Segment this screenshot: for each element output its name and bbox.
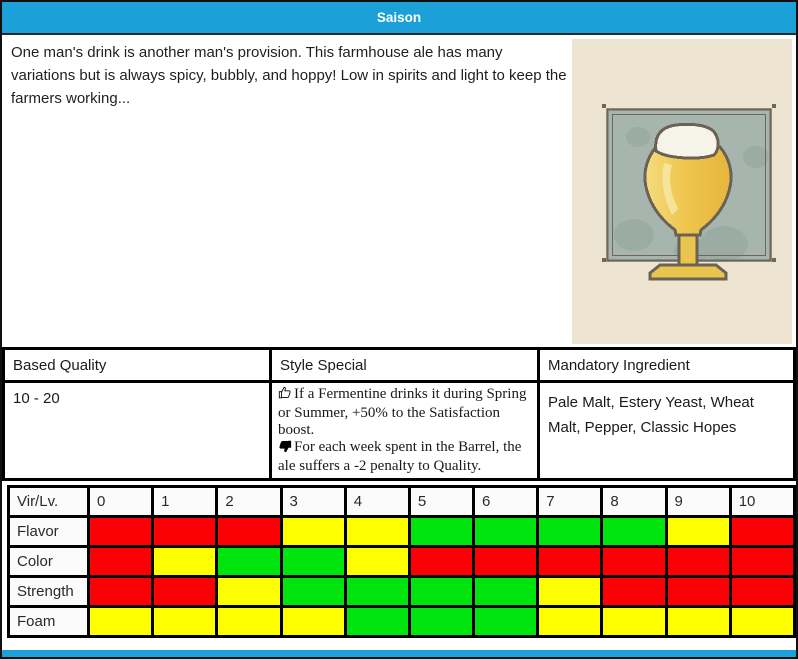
intro-section: One man's drink is another man's provisi… xyxy=(2,35,796,347)
virtue-cell-red xyxy=(86,515,155,548)
level-header-cell: 5 xyxy=(407,485,476,518)
level-header-cell: 1 xyxy=(151,485,219,518)
virtue-cell-yellow xyxy=(215,575,283,608)
virtue-cell-yellow xyxy=(536,605,604,638)
thumbs-up-icon xyxy=(278,386,292,405)
virtue-cell-green xyxy=(407,605,476,638)
header-based-quality: Based Quality xyxy=(2,347,272,383)
virtue-cell-green xyxy=(472,575,540,608)
mandatory-ingredient-value: Pale Malt, Estery Yeast, Wheat Malt, Pep… xyxy=(537,380,796,481)
virtue-cell-yellow xyxy=(600,605,668,638)
beer-glass-image xyxy=(572,39,792,344)
virtue-header-row: Vir/Lv. 0 1 2 3 4 5 6 7 8 9 10 xyxy=(7,485,796,518)
virtue-cell-yellow xyxy=(279,515,347,548)
virtue-cell-yellow xyxy=(664,605,732,638)
row-label-foam: Foam xyxy=(7,605,90,638)
title-bar: Saison xyxy=(2,2,796,33)
virtue-cell-red xyxy=(600,545,668,578)
virtue-cell-red xyxy=(407,545,476,578)
level-header-cell: 9 xyxy=(664,485,732,518)
virtue-cell-yellow xyxy=(728,605,796,638)
virtue-row-strength: Strength xyxy=(7,575,796,608)
virtue-cell-red xyxy=(215,515,283,548)
virtue-cell-green xyxy=(343,605,411,638)
row-label-flavor: Flavor xyxy=(7,515,90,548)
level-header-cell: 2 xyxy=(215,485,283,518)
beer-artwork xyxy=(572,39,792,344)
virtue-cell-green xyxy=(215,545,283,578)
virtue-cell-yellow xyxy=(664,515,732,548)
virtue-cell-red xyxy=(664,545,732,578)
virtue-cell-red xyxy=(86,575,155,608)
virtue-cell-green xyxy=(472,605,540,638)
virtue-cell-green xyxy=(407,575,476,608)
info-table: Based Quality Style Special Mandatory In… xyxy=(2,347,796,481)
virtue-cell-green xyxy=(343,575,411,608)
content-area: One man's drink is another man's provisi… xyxy=(2,33,796,650)
based-quality-value: 10 - 20 xyxy=(2,380,272,481)
virtue-cell-yellow xyxy=(279,605,347,638)
virtue-cell-red xyxy=(472,545,540,578)
info-table-body-row: 10 - 20 If a Fermentine drinks it during… xyxy=(2,380,796,481)
level-header-cell: 6 xyxy=(472,485,540,518)
header-mandatory-ingredient: Mandatory Ingredient xyxy=(537,347,796,383)
row-label-strength: Strength xyxy=(7,575,90,608)
description-text: One man's drink is another man's provisi… xyxy=(11,44,567,107)
level-header-cell: 8 xyxy=(600,485,668,518)
special-negative-line: For each week spent in the Barrel, the a… xyxy=(278,439,522,474)
virtue-cell-green xyxy=(472,515,540,548)
row-label-color: Color xyxy=(7,545,90,578)
virtue-cell-red xyxy=(536,545,604,578)
virtue-cell-red xyxy=(151,515,219,548)
level-header-cell: 4 xyxy=(343,485,411,518)
virtue-cell-red xyxy=(600,575,668,608)
virtue-cell-green xyxy=(279,545,347,578)
virtue-cell-red xyxy=(728,515,796,548)
virtue-cell-green xyxy=(407,515,476,548)
virtue-row-color: Color xyxy=(7,545,796,578)
virtue-cell-yellow xyxy=(343,545,411,578)
virtue-cell-yellow xyxy=(86,605,155,638)
virtue-cell-green xyxy=(600,515,668,548)
virtue-cell-red xyxy=(728,575,796,608)
virtue-row-flavor: Flavor xyxy=(7,515,796,548)
virtue-cell-yellow xyxy=(151,545,219,578)
header-style-special: Style Special xyxy=(269,347,540,383)
level-header-cell: 7 xyxy=(536,485,604,518)
info-table-header-row: Based Quality Style Special Mandatory In… xyxy=(2,347,796,383)
virtue-cell-yellow xyxy=(343,515,411,548)
level-header-cell: 10 xyxy=(728,485,796,518)
virtue-table: Vir/Lv. 0 1 2 3 4 5 6 7 8 9 10 Flavor Color Streng… xyxy=(7,485,796,638)
special-positive-line: If a Fermentine drinks it during Spring … xyxy=(278,386,527,438)
corner-label: Vir/Lv. xyxy=(7,485,90,518)
virtue-cell-yellow xyxy=(151,605,219,638)
virtue-cell-yellow xyxy=(215,605,283,638)
virtue-cell-yellow xyxy=(536,575,604,608)
virtue-cell-red xyxy=(86,545,155,578)
level-header-cell: 0 xyxy=(86,485,155,518)
virtue-cell-green xyxy=(279,575,347,608)
style-special-value: If a Fermentine drinks it during Spring … xyxy=(269,380,540,481)
virtue-row-foam: Foam xyxy=(7,605,796,638)
page-title: Saison xyxy=(376,10,422,25)
thumbs-down-icon xyxy=(278,439,292,458)
virtue-cell-red xyxy=(728,545,796,578)
virtue-cell-green xyxy=(536,515,604,548)
virtue-cell-red xyxy=(151,575,219,608)
virtue-cell-red xyxy=(664,575,732,608)
level-header-cell: 3 xyxy=(279,485,347,518)
